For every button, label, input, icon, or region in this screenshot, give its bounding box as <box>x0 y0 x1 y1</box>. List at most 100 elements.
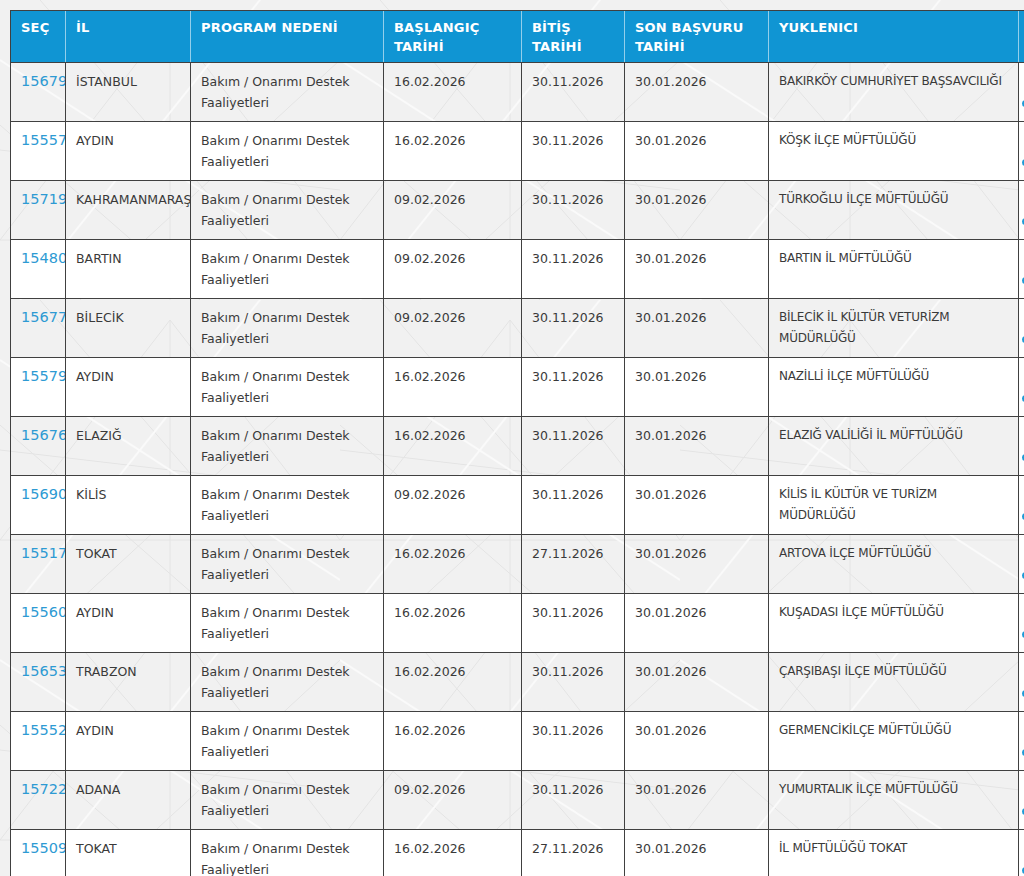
deadline-cell: 30.01.2026 <box>625 594 769 653</box>
start-date-cell: 09.02.2026 <box>384 240 522 299</box>
table-row: 15517 TOKAT Bakım / Onarımı Destek Faali… <box>11 535 1024 594</box>
program-id-link[interactable]: 15676 <box>21 427 66 443</box>
row-action-cell-clipped <box>1019 240 1024 299</box>
start-date-cell: 09.02.2026 <box>384 476 522 535</box>
province-cell: AYDIN <box>66 712 191 771</box>
contractor-cell: YUMURTALIK İLÇE MÜFTÜLÜĞÜ <box>769 771 1019 830</box>
program-id-cell: 15690 <box>11 476 66 535</box>
contractor-cell: BARTIN İL MÜFTÜLÜĞÜ <box>769 240 1019 299</box>
province-cell: İSTANBUL <box>66 63 191 122</box>
row-action-cell-clipped <box>1019 63 1024 122</box>
start-date-cell: 16.02.2026 <box>384 358 522 417</box>
deadline-cell: 30.01.2026 <box>625 476 769 535</box>
table-row: 15719 KAHRAMANMARAŞ Bakım / Onarımı Dest… <box>11 181 1024 240</box>
deadline-cell: 30.01.2026 <box>625 240 769 299</box>
program-id-cell: 15552 <box>11 712 66 771</box>
table-row: 15679 İSTANBUL Bakım / Onarımı Destek Fa… <box>11 63 1024 122</box>
program-id-link[interactable]: 15480 <box>21 250 66 266</box>
end-date-cell: 27.11.2026 <box>522 830 625 876</box>
table-row: 15480 BARTIN Bakım / Onarımı Destek Faal… <box>11 240 1024 299</box>
end-date-cell: 27.11.2026 <box>522 535 625 594</box>
table-row: 15560 AYDIN Bakım / Onarımı Destek Faali… <box>11 594 1024 653</box>
deadline-cell: 30.01.2026 <box>625 771 769 830</box>
end-date-cell: 30.11.2026 <box>522 594 625 653</box>
program-reason-cell: Bakım / Onarımı Destek Faaliyetleri <box>191 712 384 771</box>
program-id-cell: 15722 <box>11 771 66 830</box>
program-id-cell: 15509 <box>11 830 66 876</box>
program-id-cell: 15677 <box>11 299 66 358</box>
table-row: 15690 KİLİS Bakım / Onarımı Destek Faali… <box>11 476 1024 535</box>
program-reason-cell: Bakım / Onarımı Destek Faaliyetleri <box>191 240 384 299</box>
program-id-cell: 15653 <box>11 653 66 712</box>
province-cell: TRABZON <box>66 653 191 712</box>
table-row: 15653 TRABZON Bakım / Onarımı Destek Faa… <box>11 653 1024 712</box>
program-id-link[interactable]: 15722 <box>21 781 66 797</box>
table-row: 15722 ADANA Bakım / Onarımı Destek Faali… <box>11 771 1024 830</box>
program-reason-cell: Bakım / Onarımı Destek Faaliyetleri <box>191 122 384 181</box>
program-id-link[interactable]: 15690 <box>21 486 66 502</box>
program-id-link[interactable]: 15552 <box>21 722 66 738</box>
end-date-cell: 30.11.2026 <box>522 358 625 417</box>
program-id-link[interactable]: 15509 <box>21 840 66 856</box>
row-action-cell-clipped <box>1019 122 1024 181</box>
row-action-cell-clipped <box>1019 771 1024 830</box>
start-date-cell: 16.02.2026 <box>384 122 522 181</box>
row-action-cell-clipped <box>1019 712 1024 771</box>
end-date-cell: 30.11.2026 <box>522 653 625 712</box>
program-id-cell: 15579 <box>11 358 66 417</box>
program-id-link[interactable]: 15719 <box>21 191 66 207</box>
contractor-cell: NAZİLLİ İLÇE MÜFTÜLÜĞÜ <box>769 358 1019 417</box>
table-row: 15579 AYDIN Bakım / Onarımı Destek Faali… <box>11 358 1024 417</box>
program-id-link[interactable]: 15653 <box>21 663 66 679</box>
row-action-cell-clipped <box>1019 535 1024 594</box>
table-row: 15552 AYDIN Bakım / Onarımı Destek Faali… <box>11 712 1024 771</box>
program-reason-cell: Bakım / Onarımı Destek Faaliyetleri <box>191 417 384 476</box>
start-date-cell: 16.02.2026 <box>384 535 522 594</box>
end-date-cell: 30.11.2026 <box>522 63 625 122</box>
end-date-cell: 30.11.2026 <box>522 240 625 299</box>
program-reason-cell: Bakım / Onarımı Destek Faaliyetleri <box>191 830 384 876</box>
program-id-link[interactable]: 15560 <box>21 604 66 620</box>
contractor-cell: ÇARŞIBAŞI İLÇE MÜFTÜLÜĞÜ <box>769 653 1019 712</box>
program-id-cell: 15679 <box>11 63 66 122</box>
program-reason-cell: Bakım / Onarımı Destek Faaliyetleri <box>191 299 384 358</box>
province-cell: ELAZIĞ <box>66 417 191 476</box>
table-row: 15557 AYDIN Bakım / Onarımı Destek Faali… <box>11 122 1024 181</box>
province-cell: BARTIN <box>66 240 191 299</box>
province-cell: BİLECİK <box>66 299 191 358</box>
row-action-cell-clipped <box>1019 476 1024 535</box>
program-reason-cell: Bakım / Onarımı Destek Faaliyetleri <box>191 594 384 653</box>
program-id-link[interactable]: 15677 <box>21 309 66 325</box>
program-id-cell: 15560 <box>11 594 66 653</box>
row-action-cell-clipped <box>1019 653 1024 712</box>
contractor-cell: İL MÜFTÜLÜĞÜ TOKAT <box>769 830 1019 876</box>
program-id-cell: 15517 <box>11 535 66 594</box>
end-date-cell: 30.11.2026 <box>522 299 625 358</box>
program-id-link[interactable]: 15579 <box>21 368 66 384</box>
column-header-action-clipped <box>1019 11 1024 63</box>
start-date-cell: 16.02.2026 <box>384 417 522 476</box>
program-id-link[interactable]: 15517 <box>21 545 66 561</box>
table-row: 15509 TOKAT Bakım / Onarımı Destek Faali… <box>11 830 1024 876</box>
program-table-container: SEÇ İL PROGRAM NEDENİ BAŞLANGIÇ TARİHİ B… <box>10 10 1024 876</box>
end-date-cell: 30.11.2026 <box>522 122 625 181</box>
end-date-cell: 30.11.2026 <box>522 771 625 830</box>
deadline-cell: 30.01.2026 <box>625 535 769 594</box>
deadline-cell: 30.01.2026 <box>625 417 769 476</box>
program-reason-cell: Bakım / Onarımı Destek Faaliyetleri <box>191 358 384 417</box>
program-reason-cell: Bakım / Onarımı Destek Faaliyetleri <box>191 476 384 535</box>
program-id-link[interactable]: 15679 <box>21 73 66 89</box>
province-cell: TOKAT <box>66 830 191 876</box>
table-row: 15676 ELAZIĞ Bakım / Onarımı Destek Faal… <box>11 417 1024 476</box>
column-header-il: İL <box>66 11 191 63</box>
program-reason-cell: Bakım / Onarımı Destek Faaliyetleri <box>191 535 384 594</box>
program-id-link[interactable]: 15557 <box>21 132 66 148</box>
table-row: 15677 BİLECİK Bakım / Onarımı Destek Faa… <box>11 299 1024 358</box>
deadline-cell: 30.01.2026 <box>625 830 769 876</box>
contractor-cell: ELAZIĞ VALİLİĞİ İL MÜFTÜLÜĞÜ <box>769 417 1019 476</box>
contractor-cell: TÜRKOĞLU İLÇE MÜFTÜLÜĞÜ <box>769 181 1019 240</box>
program-reason-cell: Bakım / Onarımı Destek Faaliyetleri <box>191 653 384 712</box>
program-id-cell: 15719 <box>11 181 66 240</box>
program-id-cell: 15480 <box>11 240 66 299</box>
deadline-cell: 30.01.2026 <box>625 122 769 181</box>
